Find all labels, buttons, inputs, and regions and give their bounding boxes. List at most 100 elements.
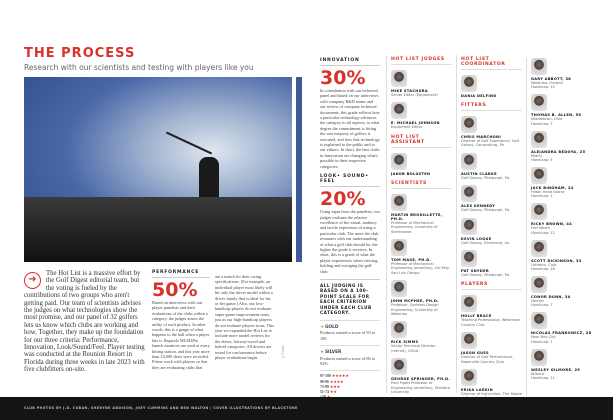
page-subtitle: Research with our scientists and testing… [24, 63, 254, 72]
player-name: CONOR DUNN, 30 [531, 294, 571, 299]
headshot-avatar [391, 102, 407, 120]
headshot-avatar [461, 185, 477, 203]
player-handicap: Handicap: 5 [531, 158, 553, 163]
person-desc: Golf Galaxy, Richmond, Va. [461, 240, 510, 245]
person-name: KEVIN LOGUE [461, 236, 492, 241]
person-name: JOHN MCPHEE, PH.D. [391, 299, 439, 304]
person-desc: Professor of Mechanical Engineering, Uni… [391, 220, 438, 234]
player-handicap: Handicap: 15 [531, 85, 555, 90]
headshot-avatar [391, 239, 407, 257]
player-name: RICKY BROWN, 44 [531, 222, 573, 227]
person-desc: Director of Golf Performance, Naperville… [461, 355, 514, 364]
innovation-label: INNOVATION [320, 58, 380, 66]
person-name: RICK SIMMS [391, 340, 419, 345]
person-name: ALEX KENNEDY [461, 204, 496, 209]
person-name: ERIKA LARKIN [461, 388, 493, 393]
person-card: GEORGE SPRINGER, PH.D. Paul Pigott Profes… [391, 358, 452, 394]
person-name: TOM MASE, PH.D. [391, 258, 432, 263]
person-desc: Golf Galaxy, Pittsburgh, Pa. [461, 273, 511, 278]
scale-row: 90-96 ★★★★ [320, 380, 380, 385]
player-location: Waterloo, Ontario [531, 81, 563, 85]
headshot-avatar [391, 193, 407, 211]
person-name: CHRIS MARCHONI [461, 135, 501, 139]
section-heading: PLAYERS [461, 282, 522, 291]
footer-credit: CLUB PHOTOS BY J.D. CUBAN, SHERYNE ADDIS… [24, 406, 298, 410]
person-desc: Director of Golf Experience, Golf Galaxy… [461, 139, 520, 148]
person-card: PAT SNYDER Golf Galaxy, Pittsburgh, Pa. [461, 250, 522, 277]
headshot-avatar [531, 166, 547, 184]
person-card: JOHN MCPHEE, PH.D. Professor, Systems Des… [391, 280, 452, 316]
person-name: PAT SNYDER [461, 269, 489, 274]
gold-label: GOLD [324, 324, 339, 330]
intro-text: ➜ The Hot List is a massive effort by th… [24, 270, 146, 374]
player-handicap: Handicap: 11 [531, 375, 555, 380]
section-heading: FITTERS [461, 103, 522, 111]
person-name: MARTIN BROUILLETTE, PH.D. [391, 212, 443, 221]
performance-text-cont: are a match for their swing specificatio… [215, 274, 275, 361]
star-rating-icon: ★★ [329, 390, 337, 395]
headshot-avatar [461, 369, 477, 387]
person-card: ALEX KENNEDY Golf Galaxy, Pittsburgh, Pa. [461, 185, 522, 212]
player-location: Fort Worth [531, 226, 550, 231]
headshot-avatar [461, 152, 477, 170]
player-name: JACK BINGHAM, 24 [531, 185, 574, 190]
section-heading: HOT LIST JUDGES [391, 57, 452, 65]
judging-note: ALL JUDGING IS BASED ON A 100-POINT SCAL… [320, 278, 380, 316]
person-card: KEVIN LOGUE Golf Galaxy, Richmond, Va. [461, 217, 522, 245]
player-name: ALEJANDRA BEDOYA, 25 [531, 149, 586, 154]
person-name: E. MICHAEL JOHNSON [391, 121, 440, 126]
person-desc: Senior Editor (Equipment) [391, 93, 438, 97]
person-name: DANIA DELFINO [461, 94, 497, 98]
person-desc: Golf Galaxy, Pittsburgh, Pa. [461, 175, 511, 180]
player-location: Miami [531, 153, 542, 158]
lsf-pct: 20% [320, 188, 366, 211]
scale-row: 97-100 ★★★★★ [320, 374, 380, 379]
scale-range: 97-100 [320, 374, 331, 379]
person-name: GEORGE SPRINGER, PH.D. [391, 377, 451, 382]
headshot-avatar [461, 217, 477, 235]
headshot-avatar [531, 130, 547, 148]
judges-column: HOT LIST JUDGES MIKE STACHURA Senior Edito… [386, 55, 452, 394]
person-card: JASON GUSS Director of Golf Performance, … [461, 332, 522, 364]
star-rating-icon: ★★★★ [329, 379, 344, 384]
silver-text: Products earned a score of 86 to 92%. [320, 355, 376, 366]
player-card: CONOR DUNN, 30 Denver Handicap: 7 [531, 275, 606, 308]
person-desc: Professor of Mechanical Engineering (eme… [391, 262, 451, 275]
player-name: WESLEY GILMORE, 29 [531, 367, 581, 372]
player-location: Atlanta [531, 371, 544, 376]
player-card: JACK BINGHAM, 24 Hilton Head Island Handic… [531, 166, 606, 199]
headshot-avatar [461, 332, 477, 350]
headshot-avatar [461, 116, 477, 133]
photo-edge [296, 77, 302, 262]
scale-range: 75-89 [320, 384, 329, 389]
person-name: MIKE STACHURA [391, 89, 428, 93]
coordinator-column: HOT LIST COORDINATOR DANIA DELFINO FITTERS… [456, 55, 522, 400]
arrow-right-icon: ➜ [24, 272, 41, 289]
headshot-avatar [391, 152, 407, 170]
person-name: JAKOB BOLUSTEN [391, 171, 431, 176]
player-location: Denver [531, 298, 545, 303]
player-name: THOMAS B. ALLEN, 55 [531, 113, 582, 118]
player-handicap: Handicap: 1 [531, 194, 553, 199]
headshot-avatar [531, 348, 547, 366]
headshot-avatar [531, 58, 547, 75]
section-heading: HOT LIST COORDINATOR [461, 57, 522, 70]
headshot-avatar [531, 275, 547, 293]
player-handicap: Handicap: 18 [531, 266, 555, 271]
intro-body: The Hot List is a massive effort by the … [24, 270, 145, 374]
headshot-avatar [531, 94, 547, 112]
person-desc: Senior Technical Director (retired), USG… [391, 344, 436, 353]
player-card: SCOTT DICKINSON, 33 Littleton, Colo. Handi… [531, 239, 606, 272]
person-card: AUSTIN CLARKE Golf Galaxy, Pittsburgh, Pa… [461, 152, 522, 180]
person-card: JAKOB BOLUSTEN [391, 152, 452, 176]
photo-credit: JJ Gibbs [281, 345, 285, 359]
headshot-avatar [461, 295, 477, 313]
golfer-photo [24, 77, 292, 262]
headshot-avatar [391, 321, 407, 339]
performance-section: PERFORMANCE 50% Based on interviews with… [152, 270, 210, 370]
headshot-avatar [461, 250, 477, 268]
star-rating-icon: ★★★★★ [331, 374, 349, 379]
headshot-avatar [531, 312, 547, 330]
player-card: NICOLAS FRANKOWICZ, 28 New York City Handi… [531, 312, 606, 344]
section-heading: SCIENTISTS [391, 181, 452, 189]
